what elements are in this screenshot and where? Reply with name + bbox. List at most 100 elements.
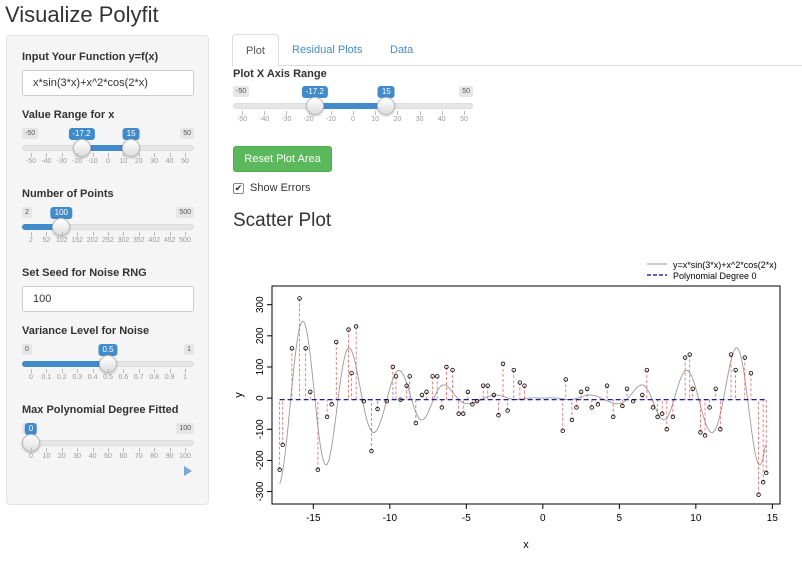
slider-tick-label: 40 bbox=[437, 116, 446, 123]
data-point bbox=[456, 411, 461, 416]
slider-max-label: 50 bbox=[459, 86, 473, 97]
tab-data[interactable]: Data bbox=[390, 44, 414, 56]
slider-track[interactable] bbox=[22, 440, 194, 446]
show-errors-label: Show Errors bbox=[250, 182, 311, 194]
data-point bbox=[349, 370, 354, 376]
slider-tick-mark bbox=[330, 111, 332, 115]
data-point bbox=[707, 405, 712, 410]
slider-handle[interactable] bbox=[305, 97, 324, 115]
x-tick-label: -5 bbox=[462, 513, 471, 524]
y-tick-label: 100 bbox=[255, 358, 266, 375]
slider-min-label: -50 bbox=[22, 128, 39, 139]
tab-residual-plots[interactable]: Residual Plots bbox=[292, 44, 363, 56]
data-point bbox=[733, 367, 738, 373]
checkbox-check-icon[interactable]: ✔ bbox=[233, 182, 244, 194]
slider-tick-label: 30 bbox=[150, 158, 159, 165]
play-icon[interactable] bbox=[184, 466, 192, 476]
x-tick-label: 15 bbox=[767, 513, 779, 524]
slider-fill bbox=[314, 103, 387, 109]
slider-value-badge: 0.5 bbox=[98, 344, 118, 356]
tab-bar: Plot Residual Plots Data bbox=[232, 34, 802, 67]
slider-tick-mark bbox=[138, 448, 140, 452]
slider-handle[interactable] bbox=[122, 139, 141, 157]
data-point bbox=[404, 383, 409, 388]
function-input[interactable]: x*sin(3*x)+x^2*cos(2*x) bbox=[22, 70, 194, 96]
slider-tick-label: 352 bbox=[132, 237, 145, 244]
degree-label: Max Polynomial Degree Fitted bbox=[22, 404, 179, 416]
slider-tick-label: 0 bbox=[29, 453, 33, 460]
slider-tick-label: 0.6 bbox=[118, 374, 129, 381]
y-tick-label: 200 bbox=[255, 327, 266, 344]
slider-tick-mark bbox=[123, 232, 125, 236]
data-point bbox=[670, 414, 676, 419]
data-point bbox=[659, 411, 665, 416]
slider-tick-mark bbox=[31, 448, 32, 452]
data-point bbox=[713, 386, 718, 391]
slider-tick-label: 80 bbox=[150, 453, 159, 460]
tab-plot[interactable]: Plot bbox=[232, 34, 279, 67]
slider-tick-label: 20 bbox=[134, 158, 143, 165]
points-label: Number of Points bbox=[22, 188, 114, 200]
slider-tick-mark bbox=[46, 153, 48, 157]
data-point bbox=[585, 386, 590, 391]
data-point bbox=[303, 346, 308, 351]
scatter-plot: -15 -10 -5 0 5 10 15 -300 -200 -100 0 100 200 300 x y y=… bbox=[233, 260, 781, 551]
reset-plot-button[interactable]: Reset Plot Area bbox=[233, 146, 332, 172]
slider-max-label: 50 bbox=[180, 128, 194, 139]
slider-tick-mark bbox=[92, 369, 94, 373]
data-point bbox=[569, 417, 575, 423]
data-point bbox=[280, 442, 285, 448]
slider-tick-label: -40 bbox=[41, 158, 52, 165]
data-point bbox=[480, 383, 486, 388]
data-point bbox=[496, 413, 501, 418]
x-range-slider[interactable]: -50 50 -17.2 15 -50 -40 -30 -20 -10 0 10 20 30 40 50 bbox=[22, 128, 194, 172]
slider-handle[interactable] bbox=[52, 218, 71, 236]
slider-tick-mark bbox=[185, 448, 186, 452]
seed-input[interactable]: 100 bbox=[22, 286, 194, 312]
slider-tick-mark bbox=[464, 111, 465, 115]
data-point bbox=[334, 339, 339, 345]
data-point bbox=[728, 352, 734, 357]
data-point bbox=[664, 427, 669, 432]
data-point bbox=[346, 327, 351, 332]
slider-tick-label: 0.5 bbox=[103, 374, 113, 381]
slider-tick-mark bbox=[419, 111, 421, 115]
slider-tick-label: 50 bbox=[104, 453, 112, 460]
degree-slider[interactable]: 010000102030405060708090100 bbox=[22, 423, 194, 467]
data-point bbox=[435, 374, 440, 379]
slider-handle[interactable] bbox=[72, 139, 91, 157]
points-slider[interactable]: 2 500 100 2 52 102 152 202 252 302 352 402 452 500 bbox=[22, 207, 194, 251]
sidebar-panel: Input Your Function y=f(x) x*sin(3*x)+x^… bbox=[6, 35, 209, 505]
slider-min-label: -50 bbox=[233, 86, 250, 97]
data-point bbox=[563, 377, 568, 382]
slider-tick-mark bbox=[108, 153, 109, 157]
slider-value-badge: 15 bbox=[122, 128, 140, 140]
true-function-curve bbox=[279, 320, 766, 485]
data-point bbox=[491, 392, 497, 398]
data-point bbox=[353, 324, 359, 329]
slider-tick-mark bbox=[375, 111, 377, 115]
data-point bbox=[485, 383, 490, 388]
variance-slider[interactable]: 0 1 0.5 0 0.1 0.2 0.3 0.4 0.5 0.6 0.7 0.8 0.9 1 bbox=[22, 344, 194, 388]
slider-tick-mark bbox=[169, 369, 171, 373]
data-point bbox=[650, 405, 656, 410]
slider-tick-mark bbox=[308, 111, 310, 115]
data-point bbox=[450, 367, 455, 373]
slider-tick-mark bbox=[31, 153, 32, 157]
slider-tick-mark bbox=[397, 111, 399, 115]
y-tick-label: 300 bbox=[255, 296, 266, 313]
plot-x-range-slider[interactable]: -50 50 -17.2 15 -50 -40 -30 -20 -10 0 10 20 30 40 50 bbox=[233, 86, 473, 130]
data-point bbox=[718, 427, 723, 432]
slider-ticks: 2 52 102 152 202 252 302 352 402 452 500 bbox=[22, 232, 194, 251]
slider-tick-label: 0 bbox=[106, 158, 110, 165]
slider-value-badge: 100 bbox=[50, 207, 72, 219]
slider-tick-label: 0.2 bbox=[56, 374, 67, 381]
slider-tick-mark bbox=[77, 369, 79, 373]
show-errors-checkbox[interactable]: ✔ Show Errors bbox=[233, 182, 311, 194]
slider-tick-mark bbox=[185, 369, 186, 373]
slider-tick-label: 40 bbox=[88, 453, 97, 460]
slider-handle[interactable] bbox=[377, 97, 396, 115]
slider-fill bbox=[22, 361, 108, 367]
slider-tick-mark bbox=[61, 232, 63, 236]
app-title: Visualize Polyfit bbox=[5, 2, 159, 27]
